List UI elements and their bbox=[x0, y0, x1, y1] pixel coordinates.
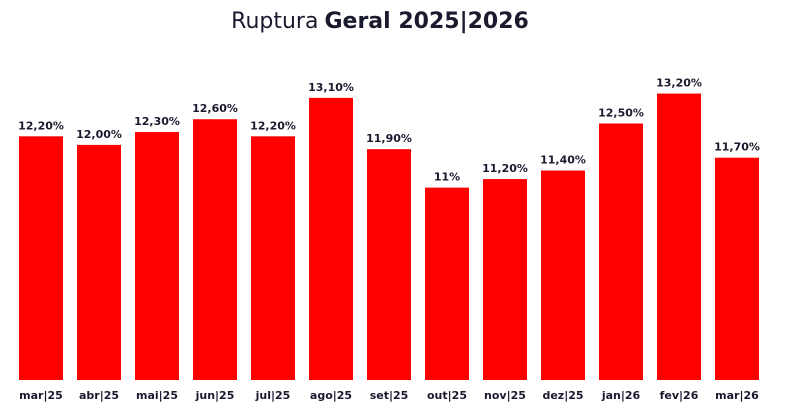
x-tick-label: set|25 bbox=[370, 389, 409, 402]
bar bbox=[657, 93, 701, 380]
x-tick-label: ago|25 bbox=[310, 389, 352, 402]
value-label: 13,10% bbox=[308, 81, 354, 94]
value-label: 13,20% bbox=[656, 77, 702, 90]
value-label: 12,30% bbox=[134, 115, 180, 128]
value-label: 11,20% bbox=[482, 162, 528, 175]
x-tick-label: mar|26 bbox=[715, 389, 759, 402]
bar bbox=[135, 132, 179, 380]
bar bbox=[425, 187, 469, 380]
x-tick-label: nov|25 bbox=[484, 389, 526, 402]
x-tick-label: fev|26 bbox=[660, 389, 699, 402]
value-label: 11,90% bbox=[366, 132, 412, 145]
x-tick-label: dez|25 bbox=[542, 389, 583, 402]
bar bbox=[77, 144, 121, 380]
value-label: 11% bbox=[434, 171, 460, 184]
title-regular: Ruptura bbox=[231, 9, 318, 34]
bar bbox=[309, 97, 353, 380]
x-tick-label: mai|25 bbox=[136, 389, 178, 402]
bar bbox=[19, 136, 63, 380]
chart-title: Ruptura Geral 2025|2026 bbox=[231, 9, 529, 34]
value-label: 12,60% bbox=[192, 102, 238, 115]
x-tick-label: jul|25 bbox=[255, 389, 291, 402]
bar bbox=[251, 136, 295, 380]
value-label: 11,70% bbox=[714, 141, 760, 154]
value-label: 12,20% bbox=[18, 119, 64, 132]
bar bbox=[541, 170, 585, 380]
value-label: 12,20% bbox=[250, 119, 296, 132]
x-tick-label: jan|26 bbox=[601, 389, 641, 402]
value-label: 12,50% bbox=[598, 107, 644, 120]
bar bbox=[483, 179, 527, 380]
x-tick-label: mar|25 bbox=[19, 389, 63, 402]
value-label: 11,40% bbox=[540, 154, 586, 167]
value-label: 12,00% bbox=[76, 128, 122, 141]
bar bbox=[367, 149, 411, 380]
bar bbox=[715, 157, 759, 380]
x-tick-label: out|25 bbox=[427, 389, 467, 402]
bar bbox=[193, 119, 237, 380]
bar bbox=[599, 123, 643, 380]
title-bold: Geral 2025|2026 bbox=[324, 9, 528, 34]
x-tick-label: abr|25 bbox=[79, 389, 119, 402]
x-tick-label: jun|25 bbox=[195, 389, 235, 402]
